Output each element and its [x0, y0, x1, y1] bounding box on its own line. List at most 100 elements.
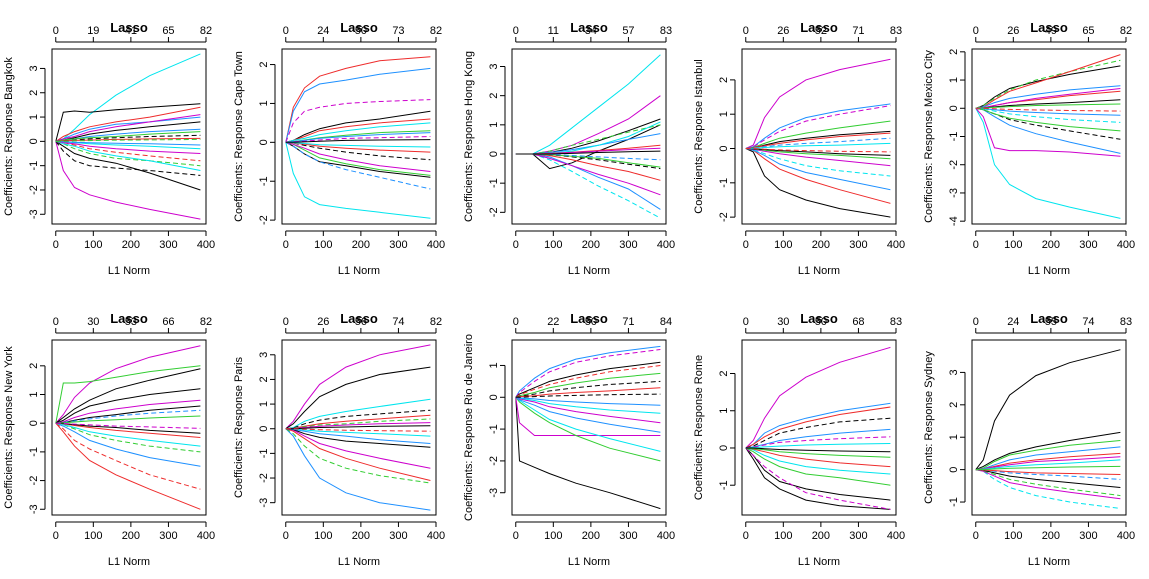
plot-frame	[741, 48, 897, 225]
coefficient-path	[975, 469, 1121, 480]
top-tick-label: 0	[973, 316, 979, 328]
top-tick-label: 55	[1045, 316, 1057, 328]
coefficient-path	[515, 396, 661, 433]
y-tick-label: -1	[488, 424, 500, 434]
y-axis-label: Coefficients: Response Mexico City	[923, 50, 935, 223]
y-tick-label: -1	[28, 161, 40, 171]
x-axis-label: L1 Norm	[568, 265, 610, 277]
x-tick-label: 0	[973, 239, 979, 251]
y-tick-label: -3	[948, 188, 960, 198]
top-tick-label: 50	[355, 25, 367, 37]
coefficient-path	[55, 388, 201, 424]
top-tick-label: 41	[125, 25, 137, 37]
top-tick-label: 24	[1007, 316, 1019, 328]
plot-frame	[51, 48, 207, 225]
coefficient-path	[285, 136, 431, 143]
coefficient-path	[55, 422, 201, 490]
coefficient-path	[55, 422, 201, 510]
y-tick-label: -2	[948, 160, 960, 170]
y-tick-label: 0	[28, 138, 40, 144]
coefficient-path	[285, 142, 431, 219]
lasso-panel: 0 100 200 300 400 0 11 34 57 83 -2 -1 0 1 2 3 Lasso L1 No…	[463, 20, 675, 277]
chart-title: Lasso	[800, 20, 838, 35]
coefficient-path	[285, 141, 431, 190]
x-tick-label: 200	[1042, 530, 1060, 542]
x-tick-label: 200	[582, 239, 600, 251]
lasso-panel: 0 100 200 300 400 0 26 49 65 82 -4 -3 -2 -1 0 1 2 Lasso L1…	[923, 20, 1135, 277]
chart-title: Lasso	[110, 20, 148, 35]
top-tick-label: 50	[585, 316, 597, 328]
coefficient-path	[55, 134, 201, 142]
coefficient-path	[55, 140, 201, 162]
x-tick-label: 0	[973, 530, 979, 542]
top-tick-label: 83	[890, 316, 902, 328]
x-tick-label: 100	[544, 239, 562, 251]
lasso-panel: 0 100 200 300 400 0 26 52 71 83 -2 -1 0 1 2 Lasso L1 Nor…	[693, 20, 905, 277]
y-tick-label: 0	[28, 420, 40, 426]
coefficient-path	[745, 148, 891, 153]
y-tick-label: 0	[718, 145, 730, 151]
coefficient-path	[285, 344, 431, 430]
coefficient-path	[285, 428, 431, 511]
top-tick-label: 74	[1082, 316, 1094, 328]
coefficient-path	[285, 139, 431, 143]
coefficient-path	[515, 396, 661, 406]
coefficient-path	[975, 107, 1121, 140]
x-tick-label: 400	[657, 239, 675, 251]
coefficient-path	[55, 422, 201, 434]
coefficient-path	[745, 346, 891, 449]
x-tick-label: 400	[1117, 530, 1135, 542]
y-tick-label: 2	[28, 363, 40, 369]
y-axis-label: Coefficients: Response Paris	[233, 356, 245, 498]
top-tick-label: 83	[890, 25, 902, 37]
coefficient-path	[515, 387, 661, 398]
coefficient-path	[975, 469, 1121, 509]
top-tick-label: 50	[815, 316, 827, 328]
x-axis-label: L1 Norm	[108, 265, 150, 277]
x-tick-label: 400	[657, 530, 675, 542]
top-tick-label: 56	[355, 316, 367, 328]
coefficient-path	[515, 153, 661, 210]
coefficient-path	[745, 132, 891, 149]
x-tick-label: 300	[1079, 530, 1097, 542]
y-axis-label: Coefficients: Response Hong Kong	[463, 51, 475, 222]
top-tick-label: 82	[200, 25, 212, 37]
coefficient-path	[515, 150, 661, 155]
y-tick-label: 1	[28, 114, 40, 120]
plot-frame	[51, 339, 207, 516]
coefficient-path	[975, 469, 1121, 488]
top-tick-label: 0	[283, 316, 289, 328]
coefficient-path	[745, 58, 891, 149]
coefficient-path	[745, 443, 891, 449]
coefficient-path	[975, 108, 1121, 219]
top-tick-label: 34	[585, 25, 597, 37]
chart-title: Lasso	[1030, 311, 1068, 326]
y-axis-label: Coefficients: Response Sydney	[923, 351, 935, 504]
y-tick-label: 2	[718, 77, 730, 83]
y-tick-label: 1	[28, 391, 40, 397]
top-tick-label: 0	[53, 25, 59, 37]
coefficient-path	[975, 107, 1121, 157]
y-axis-label: Coefficients: Response Istanbul	[693, 59, 705, 214]
coefficient-path	[975, 103, 1121, 109]
coefficient-path	[285, 132, 431, 143]
x-tick-label: 300	[159, 239, 177, 251]
coefficient-path	[745, 417, 891, 449]
top-tick-label: 65	[162, 25, 174, 37]
coefficient-path	[55, 138, 201, 142]
coefficient-path	[975, 107, 1121, 112]
top-tick-label: 66	[162, 316, 174, 328]
x-tick-label: 200	[812, 239, 830, 251]
coefficient-path	[285, 428, 431, 481]
coefficient-path	[285, 425, 431, 430]
y-tick-label: 2	[948, 402, 960, 408]
chart-title: Lasso	[800, 311, 838, 326]
coefficient-path	[55, 140, 201, 171]
coefficient-path	[55, 140, 201, 191]
coefficient-path	[515, 393, 661, 398]
y-tick-label: 0	[258, 426, 270, 432]
coefficient-path	[745, 447, 891, 453]
coefficient-path	[745, 105, 891, 149]
coefficient-path	[515, 396, 661, 452]
x-tick-label: 100	[1004, 530, 1022, 542]
